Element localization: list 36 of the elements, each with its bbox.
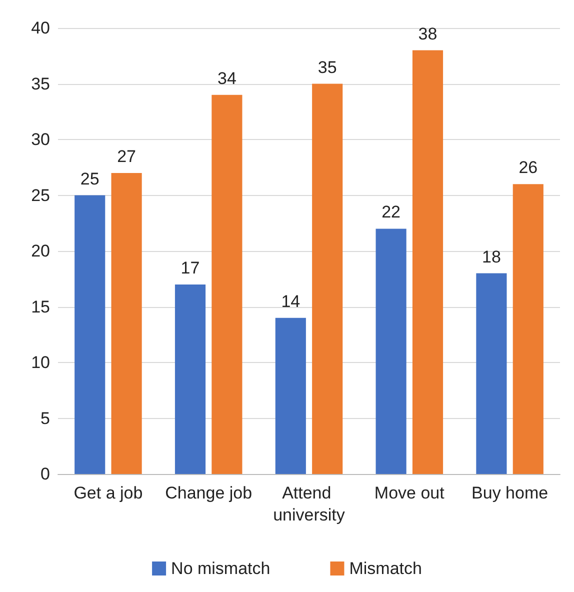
data-label: 25 [80, 169, 100, 188]
data-label: 38 [418, 24, 438, 44]
bar [476, 273, 507, 474]
y-tick-label: 15 [31, 297, 50, 316]
y-tick-label: 10 [31, 353, 50, 372]
bar [275, 318, 306, 474]
y-tick-label: 0 [40, 464, 50, 484]
y-tick-label: 25 [31, 186, 50, 205]
data-label: 26 [518, 158, 538, 178]
y-tick-label: 40 [31, 18, 50, 38]
data-label: 35 [318, 58, 337, 77]
legend-label: Mismatch [349, 559, 422, 578]
data-label: 17 [180, 258, 200, 278]
y-tick-label: 5 [40, 408, 50, 428]
legend-label: No mismatch [171, 559, 270, 578]
data-label: 27 [117, 146, 136, 166]
bar [412, 50, 444, 474]
data-label: 18 [482, 247, 501, 266]
bar [376, 228, 406, 474]
bar [212, 94, 242, 474]
y-tick-label: 30 [31, 130, 50, 149]
bar [512, 184, 544, 474]
bar [174, 284, 206, 474]
x-tick-label: Move out [374, 484, 445, 502]
data-label: 14 [281, 292, 300, 311]
x-tick-label: Get a job [74, 484, 143, 502]
x-tick-label: Change job [165, 484, 252, 502]
data-label: 22 [382, 202, 401, 222]
y-tick-label: 35 [31, 74, 50, 94]
x-tick-label: Attend university [273, 484, 346, 524]
bar [74, 195, 106, 474]
bar [312, 84, 343, 474]
y-tick-label: 20 [31, 242, 50, 260]
bar [111, 172, 142, 474]
data-label: 34 [217, 68, 236, 88]
x-tick-label: Buy home [472, 484, 548, 502]
